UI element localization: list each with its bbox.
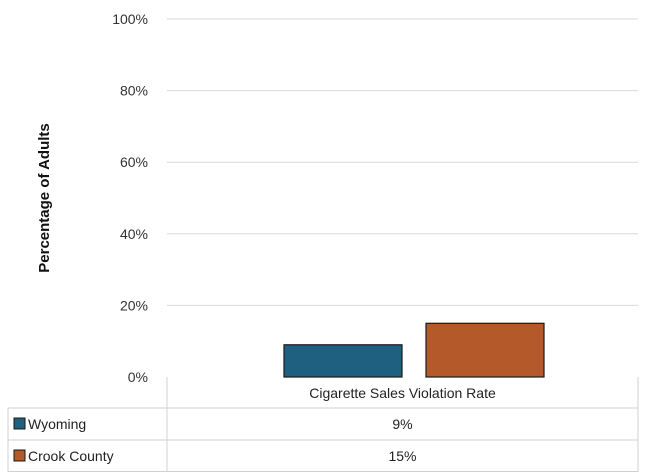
- data-table: Cigarette Sales Violation Rate Wyoming 9% C…: [7, 377, 639, 472]
- bar-crook-county: [425, 322, 545, 378]
- gridlines: [167, 18, 638, 306]
- y-axis-label: Percentage of Adults: [36, 123, 53, 272]
- legend-swatch: [13, 417, 26, 430]
- y-tick-label: 60%: [120, 154, 148, 170]
- y-tick-label: 100%: [112, 11, 148, 27]
- bars: [283, 322, 545, 378]
- table-value: 15%: [388, 448, 416, 464]
- legend-label: Wyoming: [28, 416, 86, 432]
- y-tick-label: 0%: [128, 369, 148, 385]
- y-tick-label: 20%: [120, 297, 148, 313]
- y-tick-labels: 0% 20% 40% 60% 80% 100%: [112, 11, 148, 385]
- y-tick-label: 40%: [120, 226, 148, 242]
- legend-swatch: [13, 449, 26, 462]
- legend-label: Crook County: [28, 448, 114, 464]
- table-value: 9%: [392, 416, 412, 432]
- y-tick-label: 80%: [120, 83, 148, 99]
- bar-wyoming: [283, 344, 403, 378]
- category-label: Cigarette Sales Violation Rate: [309, 385, 496, 401]
